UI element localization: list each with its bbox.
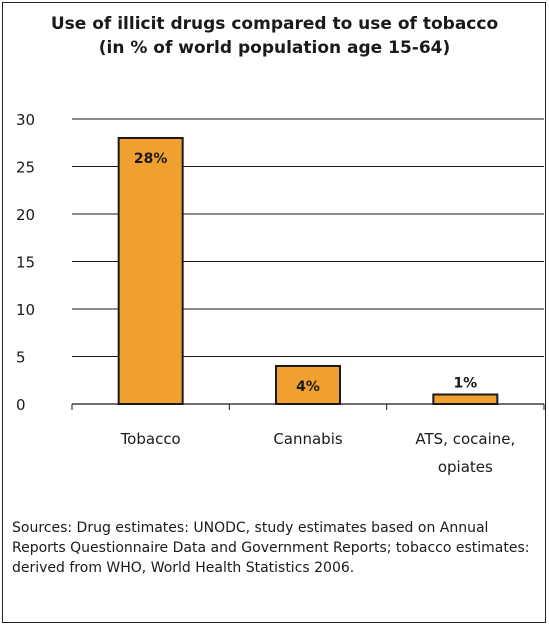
chart-title-line-1: Use of illicit drugs compared to use of … — [50, 14, 499, 34]
y-tick-label: 15 — [16, 254, 35, 272]
bar — [117, 137, 184, 405]
y-tick-label: 0 — [16, 396, 26, 414]
bar — [432, 393, 499, 405]
data-label: 4% — [296, 379, 320, 395]
chart-title: Use of illicit drugs compared to use of … — [0, 12, 549, 60]
y-tick-label: 25 — [16, 159, 35, 177]
x-tick-label: opiates — [438, 458, 493, 476]
y-tick-label: 10 — [16, 301, 35, 319]
bar — [275, 365, 341, 405]
data-label: 1% — [453, 376, 477, 392]
chart-title-line-2: (in % of world population age 15-64) — [98, 38, 451, 58]
x-tick-label: ATS, cocaine, — [415, 430, 515, 448]
y-tick-label: 5 — [16, 349, 26, 367]
x-tick-label: Cannabis — [273, 430, 343, 448]
data-label: 28% — [134, 151, 168, 167]
y-tick-label: 20 — [16, 206, 35, 224]
x-tick-label: Tobacco — [120, 430, 181, 448]
y-tick-label: 30 — [16, 111, 35, 129]
source-note: Sources: Drug estimates: UNODC, study es… — [12, 520, 530, 576]
